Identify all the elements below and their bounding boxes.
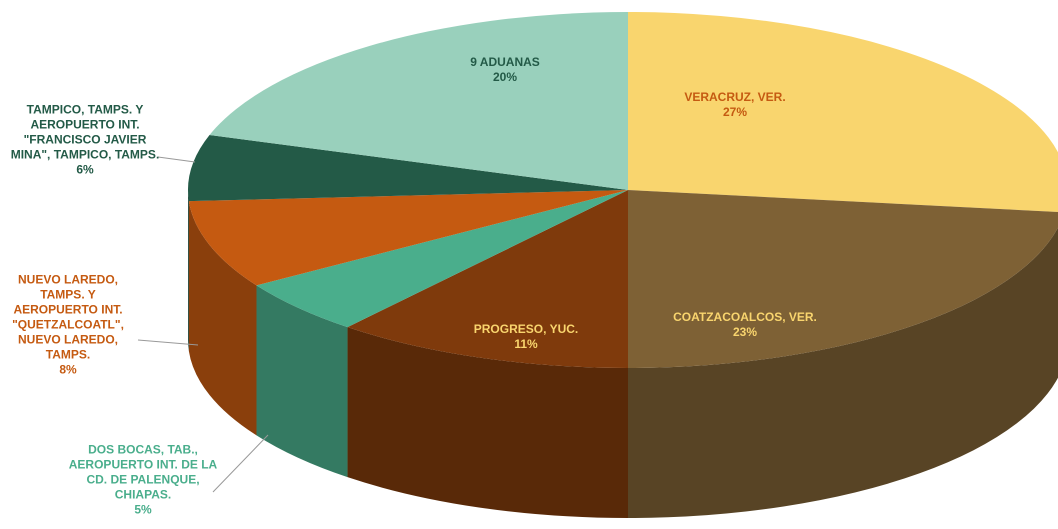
value-label: 6% [76,162,94,177]
data-label: VERACRUZ, VER. 27% [665,90,805,120]
category-label: VERACRUZ, VER. [684,90,786,104]
value-label: 27% [722,105,748,119]
slice-side [188,190,189,352]
data-label: COATZACOALCOS, VER. 23% [650,310,840,340]
data-label: DOS BOCAS, TAB., AEROPUERTO INT. DE LA C… [58,443,228,518]
slice-side [628,227,1058,518]
data-label: PROGRESO, YUC. 11% [461,322,591,352]
slice [347,190,628,368]
value-label: 11% [514,337,538,351]
category-label: COATZACOALCOS, VER. [673,310,817,324]
slice-side [347,327,628,518]
value-label: 20% [492,70,518,84]
value-label: 8% [59,362,77,377]
slice [209,12,628,190]
category-label: 9 ADUANAS [470,55,540,69]
slice [188,134,629,202]
slice [188,190,629,286]
data-label: TAMPICO, TAMPS. Y AEROPUERTO INT. "FRANC… [5,103,165,178]
slice-side [256,285,348,478]
category-label: PROGRESO, YUC. [473,322,579,336]
slice [256,190,628,328]
category-label: NUEVO LAREDO, TAMPS. Y AEROPUERTO INT. "… [12,272,124,362]
category-label: TAMPICO, TAMPS. Y AEROPUERTO INT. "FRANC… [10,102,160,162]
value-label: 23% [732,325,758,339]
leader-line [157,156,196,163]
leader-line [212,434,269,493]
slice [628,12,1058,212]
value-label: 5% [134,502,152,517]
data-label: 9 ADUANAS 20% [445,55,565,85]
category-label: DOS BOCAS, TAB., AEROPUERTO INT. DE LA C… [68,442,218,502]
data-label: NUEVO LAREDO, TAMPS. Y AEROPUERTO INT. "… [3,273,133,378]
leader-line [137,339,199,346]
slice-side [188,201,257,436]
slice [628,190,1058,368]
